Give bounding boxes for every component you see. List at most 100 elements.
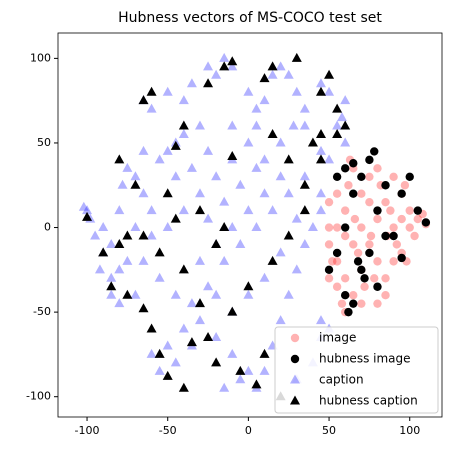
point xyxy=(178,95,189,105)
point xyxy=(373,214,382,224)
point xyxy=(203,213,214,223)
point xyxy=(332,189,342,198)
point xyxy=(122,289,133,299)
point xyxy=(98,222,109,232)
point xyxy=(315,315,326,325)
point xyxy=(357,189,366,198)
point xyxy=(178,264,189,274)
point xyxy=(154,365,165,375)
point xyxy=(381,231,390,241)
point xyxy=(366,231,376,241)
point xyxy=(211,289,222,299)
point xyxy=(114,264,125,274)
point xyxy=(413,206,422,215)
point xyxy=(332,128,343,138)
point xyxy=(154,247,165,257)
point xyxy=(353,257,363,266)
point xyxy=(122,255,133,265)
point xyxy=(186,298,197,308)
point xyxy=(357,265,366,275)
point xyxy=(315,86,326,96)
point xyxy=(267,205,278,215)
point xyxy=(324,69,335,79)
point xyxy=(243,365,254,375)
legend-label: image xyxy=(319,331,356,345)
point xyxy=(373,282,382,291)
point xyxy=(315,188,326,198)
point xyxy=(138,145,149,155)
point xyxy=(336,112,347,122)
point xyxy=(267,128,278,138)
point xyxy=(243,86,254,96)
point xyxy=(162,86,173,96)
point xyxy=(243,281,254,291)
point xyxy=(357,299,366,308)
point xyxy=(291,213,302,223)
legend-marker xyxy=(290,395,300,405)
x-tick-label: 0 xyxy=(245,424,252,437)
legend: image hubness image caption hubness caption xyxy=(274,326,439,414)
point xyxy=(194,255,205,265)
point xyxy=(211,69,222,79)
x-tick-label: -50 xyxy=(159,424,177,437)
point xyxy=(114,154,125,164)
point xyxy=(170,213,181,223)
point xyxy=(170,140,181,150)
point xyxy=(275,171,286,181)
point xyxy=(370,274,379,283)
point xyxy=(389,257,398,266)
point xyxy=(332,120,343,130)
point xyxy=(344,307,353,317)
point xyxy=(349,299,358,308)
point xyxy=(227,222,238,232)
point xyxy=(211,331,222,341)
point xyxy=(227,56,238,66)
point xyxy=(130,289,141,299)
point xyxy=(194,188,205,198)
point xyxy=(194,205,205,215)
point xyxy=(307,222,318,232)
point xyxy=(315,128,326,138)
point xyxy=(381,291,390,300)
legend-marker xyxy=(290,354,300,364)
point xyxy=(178,128,189,138)
point xyxy=(106,281,117,291)
point xyxy=(106,289,117,299)
point xyxy=(178,120,189,130)
point xyxy=(360,282,369,291)
point xyxy=(162,340,173,350)
point xyxy=(114,298,125,308)
y-tick-label: -50 xyxy=(33,305,51,318)
point xyxy=(170,171,181,181)
point xyxy=(283,154,294,164)
point xyxy=(389,231,398,241)
point xyxy=(78,201,89,211)
point xyxy=(337,299,347,308)
point xyxy=(251,222,262,232)
point xyxy=(350,214,360,224)
point xyxy=(365,248,374,258)
point xyxy=(117,179,128,189)
point xyxy=(360,274,369,283)
plot-area xyxy=(78,52,431,401)
point xyxy=(340,223,350,232)
point xyxy=(381,181,390,190)
point xyxy=(315,154,326,164)
x-tick-label: 50 xyxy=(322,424,336,437)
point xyxy=(178,323,189,333)
point xyxy=(283,69,294,79)
point xyxy=(227,348,238,358)
point xyxy=(186,78,197,88)
point xyxy=(299,238,310,248)
point xyxy=(259,188,270,198)
point xyxy=(405,223,414,232)
point xyxy=(365,240,374,249)
point xyxy=(400,181,410,190)
point xyxy=(114,238,125,248)
legend-marker xyxy=(290,374,300,384)
point xyxy=(130,179,141,189)
point xyxy=(275,137,286,147)
point xyxy=(235,179,246,189)
point xyxy=(315,78,326,88)
point xyxy=(243,205,254,215)
